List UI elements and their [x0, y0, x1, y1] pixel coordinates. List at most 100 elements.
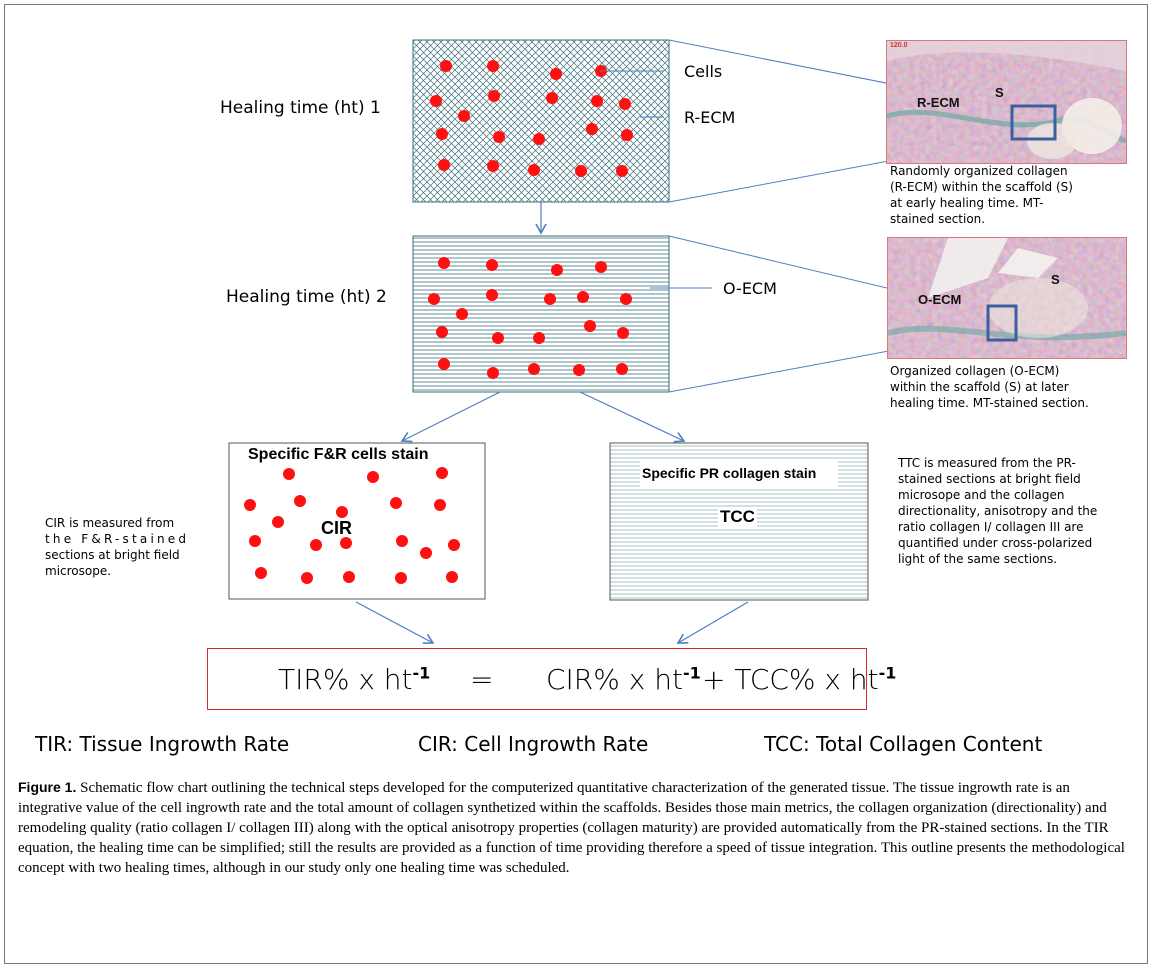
- mc1-line-1: Randomly organized collagen: [890, 164, 1068, 178]
- eq-rhs-cir: CIR% x ht-1: [546, 663, 701, 696]
- o-ecm-box: [412, 235, 670, 393]
- fr-cell-dot: [434, 499, 446, 511]
- micrograph-label-s2: S: [1051, 272, 1060, 287]
- r-ecm-callout-label: R-ECM: [684, 108, 736, 127]
- fr-cell-dot: [310, 539, 322, 551]
- box1-cell-dot: [586, 123, 598, 135]
- ttc-note-line-1: TTC is measured from the PR-: [898, 456, 1076, 470]
- fr-cell-dot: [436, 467, 448, 479]
- fr-cell-dot: [420, 547, 432, 559]
- micrograph-2-caption: Organized collagen (O-ECM) within the sc…: [890, 363, 1127, 411]
- box2-cell-dot: [528, 363, 540, 375]
- fr-cell-dot: [395, 572, 407, 584]
- fr-cell-dot: [249, 535, 261, 547]
- healing-time-2-label: Healing time (ht) 2: [226, 287, 387, 307]
- roi-box-1: [1010, 104, 1057, 141]
- micrograph-r-ecm: 120.0 R-ECM S: [886, 40, 1127, 164]
- arrow-to-pr-box: [579, 391, 686, 443]
- micrograph-o-ecm: O-ECM S: [887, 237, 1127, 359]
- mc1-line-4: stained section.: [890, 212, 986, 226]
- fr-cell-dot: [343, 571, 355, 583]
- box2-cell-dot: [486, 289, 498, 301]
- legend-cir: CIR: Cell Ingrowth Rate: [418, 732, 649, 756]
- micrograph-label-s1: S: [995, 85, 1004, 100]
- figure-frame: [4, 4, 1148, 964]
- eq-lhs: TIR% x ht-1: [278, 663, 431, 696]
- box2-cell-dot: [577, 291, 589, 303]
- fr-cell-dot: [272, 516, 284, 528]
- cir-note: CIR is measured from the F&R-stained sec…: [45, 515, 208, 579]
- eq-equals: =: [470, 663, 494, 696]
- micrograph-label-o-ecm: O-ECM: [918, 292, 962, 307]
- fr-cell-dot: [448, 539, 460, 551]
- box1-cell-dot: [591, 95, 603, 107]
- legend-tcc: TCC: Total Collagen Content: [764, 732, 1043, 756]
- box1-cell-dot: [436, 128, 448, 140]
- mc2-line-1: Organized collagen (O-ECM): [890, 364, 1060, 378]
- box2-cell-dot: [595, 261, 607, 273]
- box1-cell-dot: [487, 160, 499, 172]
- fr-cell-dot: [294, 495, 306, 507]
- micrograph-r-ecm-image: [887, 41, 1126, 163]
- box2-cell-dot: [436, 326, 448, 338]
- box2-cell-dot: [617, 327, 629, 339]
- healing-time-1-label: Healing time (ht) 1: [220, 98, 381, 118]
- box2-cell-dot: [584, 320, 596, 332]
- box1-cell-dot: [440, 60, 452, 72]
- box1-cell-dot: [493, 131, 505, 143]
- fr-cell-dot: [396, 535, 408, 547]
- cells-callout-label: Cells: [684, 62, 723, 81]
- o-ecm-callout-label: O-ECM: [723, 279, 777, 298]
- micrograph-1-caption: Randomly organized collagen (R-ECM) with…: [890, 163, 1127, 227]
- tir-equation-box: TIR% x ht-1 = CIR% x ht-1 + TCC% x ht-1: [207, 648, 896, 710]
- ttc-note-line-3: microsope and the collagen: [898, 488, 1065, 502]
- tcc-center-label: TCC: [718, 507, 757, 527]
- box1-cell-dot: [619, 98, 631, 110]
- cells-dots-box1: [430, 60, 633, 177]
- box1-cell-dot: [575, 165, 587, 177]
- box1-cell-dot: [546, 92, 558, 104]
- cells-dots-fr-box: [244, 467, 460, 584]
- mc2-line-2: within the scaffold (S) at later: [890, 380, 1069, 394]
- tir-equation: TIR% x ht-1 = CIR% x ht-1 + TCC% x ht-1: [208, 649, 896, 709]
- arrow-fr-to-eq: [355, 601, 435, 644]
- figure-caption: Figure 1. Schematic flow chart outlining…: [18, 777, 1133, 878]
- micrograph-label-r-ecm: R-ECM: [917, 95, 960, 110]
- ttc-note-line-4: directionality, anisotropy and the: [898, 504, 1098, 518]
- box2-cell-dot: [620, 293, 632, 305]
- fr-cell-dot: [336, 506, 348, 518]
- fr-cell-dot: [390, 497, 402, 509]
- fr-cell-dot: [244, 499, 256, 511]
- fr-cell-dot: [301, 572, 313, 584]
- box1-cell-dot: [621, 129, 633, 141]
- figure-caption-text: Schematic flow chart outlining the techn…: [18, 780, 1125, 876]
- box2-cell-dot: [428, 293, 440, 305]
- box1-cell-dot: [438, 159, 450, 171]
- mc2-line-3: healing time. MT-stained section.: [890, 396, 1089, 410]
- fr-box-title: Specific F&R cells stain: [248, 446, 429, 463]
- mc1-line-2: (R-ECM) within the scaffold (S): [890, 180, 1073, 194]
- figure-caption-label: Figure 1.: [18, 779, 77, 795]
- mc1-line-3: at early healing time. MT-: [890, 196, 1044, 210]
- box2-cell-dot: [544, 293, 556, 305]
- ttc-note-line-6: quantified under cross-polarized: [898, 536, 1093, 550]
- box1-cell-dot: [430, 95, 442, 107]
- box2-cell-dot: [616, 363, 628, 375]
- box1-cell-dot: [616, 165, 628, 177]
- box1-cell-dot: [458, 110, 470, 122]
- eq-rhs-tcc: + TCC% x ht-1: [702, 663, 897, 696]
- fr-cell-dot: [446, 571, 458, 583]
- legend-tir: TIR: Tissue Ingrowth Rate: [35, 732, 290, 756]
- box2-cell-dot: [551, 264, 563, 276]
- micrograph-scale: 120.0: [890, 42, 908, 49]
- ttc-note-line-2: stained sections at bright field: [898, 472, 1081, 486]
- fr-cell-dot: [255, 567, 267, 579]
- ttc-note-line-7: light of the same sections.: [898, 552, 1058, 566]
- box2-cell-dot: [438, 257, 450, 269]
- ttc-note-line-5: ratio collagen I/ collagen III are: [898, 520, 1084, 534]
- box1-cell-dot: [533, 133, 545, 145]
- cir-center-label: CIR: [321, 518, 352, 538]
- roi-box-2: [986, 304, 1018, 342]
